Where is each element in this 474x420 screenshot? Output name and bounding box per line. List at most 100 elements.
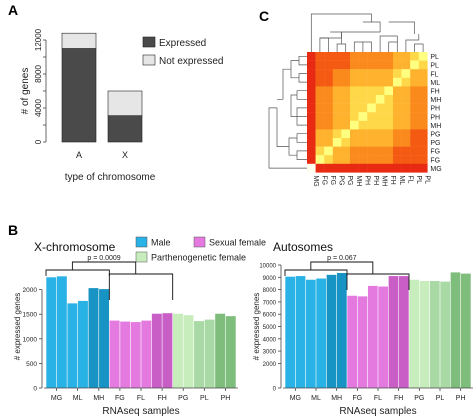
heatmap-cell bbox=[367, 138, 376, 147]
legend-b-swatch bbox=[135, 251, 148, 263]
autosome-bar bbox=[429, 280, 440, 388]
heatmap-cell bbox=[332, 77, 342, 87]
heatmap-row-label: PH bbox=[430, 114, 440, 121]
heatmap-cell bbox=[324, 120, 333, 130]
panel-label-b: B bbox=[8, 222, 19, 238]
xchrom-bar bbox=[67, 303, 78, 388]
autosome-x-axis-label: RNAseq samples bbox=[339, 406, 416, 417]
heatmap-cell bbox=[332, 112, 342, 121]
autosome-bracket-right bbox=[346, 273, 410, 290]
heatmap-cell bbox=[350, 146, 359, 156]
heatmap-cell bbox=[410, 129, 419, 139]
xchrom-bar bbox=[204, 319, 215, 388]
heatmap-cell bbox=[384, 95, 394, 104]
xchrom-x-tick-label: FG bbox=[115, 395, 125, 402]
heatmap-cell bbox=[410, 112, 419, 121]
heatmap-cell bbox=[375, 146, 385, 156]
dendrogram-left-branch bbox=[277, 68, 291, 100]
heatmap-cell bbox=[341, 129, 351, 139]
dendrogram-left-branch bbox=[276, 107, 289, 147]
xchrom-bracket-left bbox=[45, 269, 110, 276]
heatmap-cell bbox=[315, 120, 325, 130]
heatmap-cell bbox=[307, 138, 316, 147]
heatmap-cell bbox=[367, 77, 376, 87]
autosome-y-tick-label: 10000 bbox=[259, 264, 276, 270]
heatmap-cell bbox=[307, 163, 316, 173]
heatmap-col-label: FG bbox=[329, 175, 336, 185]
heatmap-cell bbox=[375, 52, 385, 61]
heatmap-cell bbox=[393, 146, 402, 156]
heatmap-cell bbox=[350, 129, 359, 139]
xchrom-bar bbox=[46, 277, 57, 388]
heatmap-cell bbox=[401, 69, 411, 78]
heatmap-cell bbox=[332, 60, 342, 70]
heatmap-cell bbox=[350, 138, 359, 147]
heatmap-cell bbox=[418, 77, 428, 87]
heatmap-cell bbox=[401, 95, 411, 104]
heatmap-cell bbox=[410, 146, 419, 156]
heatmap-cell bbox=[358, 120, 368, 130]
heatmap-cell bbox=[315, 112, 325, 121]
heatmap-col-label: PG bbox=[338, 175, 345, 185]
panel-a-y-tick-label: 12000 bbox=[34, 28, 43, 51]
heatmap-col-label: MG bbox=[312, 175, 319, 186]
xchrom-bar bbox=[183, 315, 194, 388]
heatmap-cell bbox=[401, 129, 411, 139]
heatmap-cell bbox=[341, 103, 351, 113]
heatmap-cell bbox=[307, 112, 316, 121]
heatmap-cell bbox=[315, 138, 325, 147]
heatmap-col-label: FG bbox=[320, 175, 327, 185]
heatmap-cell bbox=[315, 103, 325, 113]
heatmap-cell bbox=[358, 86, 368, 96]
bar-expressed bbox=[107, 115, 143, 143]
heatmap-cell bbox=[418, 112, 428, 121]
heatmap-cell bbox=[367, 69, 376, 78]
heatmap-cell bbox=[418, 120, 428, 130]
heatmap-cell bbox=[410, 95, 419, 104]
panel-a-x-tick-label: A bbox=[76, 150, 82, 160]
heatmap-cell bbox=[375, 112, 385, 121]
heatmap-cell bbox=[367, 60, 376, 70]
legend-b-label: Parthenogenetic female bbox=[151, 253, 246, 263]
heatmap-cell bbox=[367, 86, 376, 96]
xchrom-bar bbox=[88, 288, 99, 388]
heatmap-cell bbox=[341, 95, 351, 104]
heatmap-row-label: FG bbox=[430, 149, 440, 156]
dendrogram-top-branch bbox=[414, 43, 424, 52]
heatmap-row-label: MH bbox=[430, 123, 441, 130]
heatmap-col-label: FH bbox=[389, 175, 396, 184]
autosome-y-tick-label: 8000 bbox=[263, 288, 277, 294]
heatmap-cell bbox=[384, 60, 394, 70]
heatmap-cell bbox=[324, 95, 333, 104]
xchrom-y-tick-label: 1000 bbox=[23, 336, 38, 343]
dendrogram-left-branch bbox=[268, 107, 307, 169]
autosome-bar bbox=[419, 280, 430, 388]
xchrom-bar bbox=[194, 321, 205, 388]
heatmap-row-label: MH bbox=[430, 97, 441, 104]
heatmap-cell bbox=[307, 103, 316, 113]
heatmap-cell bbox=[375, 103, 385, 113]
autosome-p-value: p = 0.067 bbox=[327, 255, 356, 262]
heatmap-cell bbox=[384, 86, 394, 96]
heatmap-cell bbox=[358, 129, 368, 139]
heatmap-cell bbox=[384, 52, 394, 61]
heatmap-cell bbox=[375, 155, 385, 164]
dendrogram-left-branch bbox=[298, 55, 307, 66]
heatmap-cell bbox=[367, 95, 376, 104]
xchrom-bracket-link bbox=[71, 261, 137, 274]
heatmap-cell bbox=[410, 120, 419, 130]
heatmap-cell bbox=[358, 60, 368, 70]
heatmap-cell bbox=[307, 146, 316, 156]
heatmap-cell bbox=[350, 52, 359, 61]
heatmap-cell bbox=[350, 163, 359, 173]
heatmap-cell bbox=[375, 86, 385, 96]
heatmap-cell bbox=[418, 52, 428, 61]
heatmap-cell bbox=[341, 60, 351, 70]
autosome-y-tick-label: 4000 bbox=[263, 337, 277, 343]
heatmap-cell bbox=[358, 138, 368, 147]
heatmap-cell bbox=[393, 52, 402, 61]
heatmap-cell bbox=[307, 60, 316, 70]
xchrom-bar bbox=[151, 313, 162, 388]
heatmap-cell bbox=[401, 86, 411, 96]
heatmap-cell bbox=[393, 77, 402, 87]
